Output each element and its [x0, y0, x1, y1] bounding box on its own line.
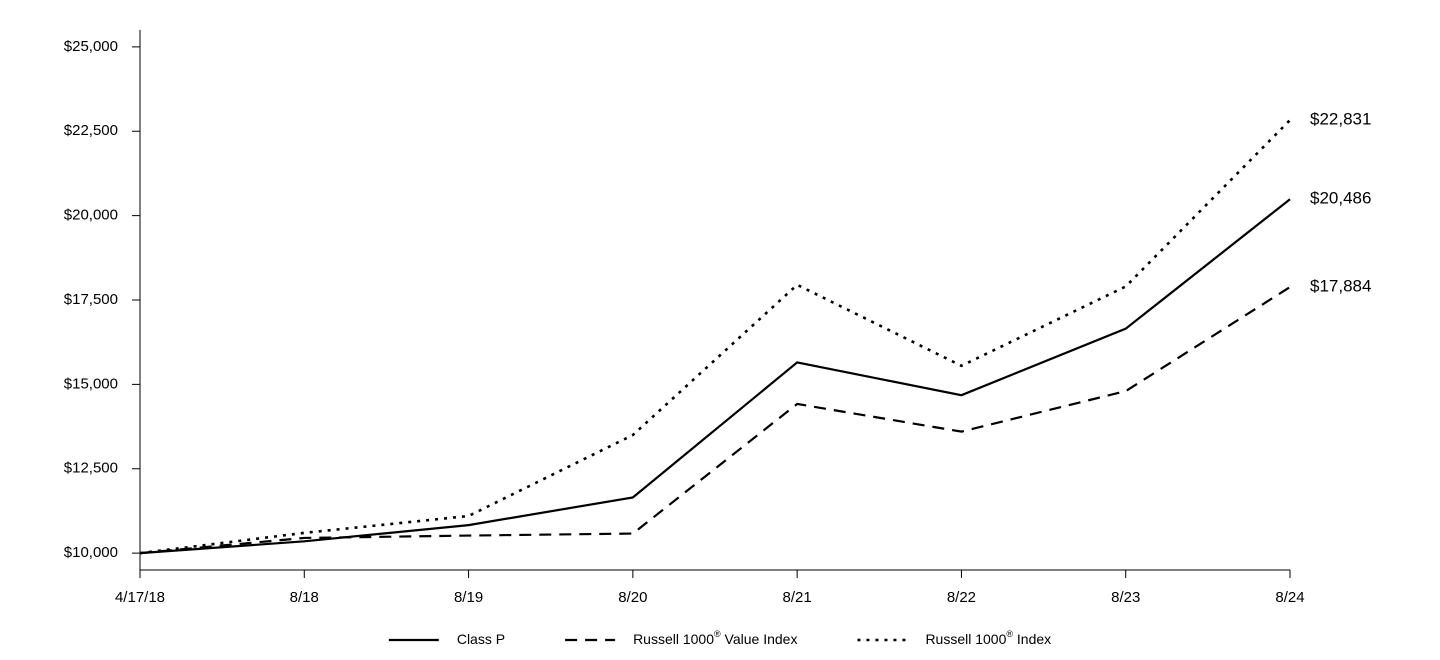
x-tick-label: 8/19	[454, 589, 483, 606]
legend-item-russell-value: Russell 1000® Value Index	[565, 629, 797, 646]
y-tick-label: $15,000	[64, 375, 118, 392]
legend-item-russell-index: Russell 1000® Index	[857, 629, 1051, 646]
legend-item-class-p: Class P	[389, 631, 505, 647]
x-tick-label: 4/17/18	[115, 589, 165, 606]
x-tick-label: 8/18	[290, 589, 319, 606]
y-tick-label: $20,000	[64, 207, 118, 224]
y-tick-label: $12,500	[64, 460, 118, 477]
legend-label-russell-index: Russell 1000® Index	[925, 629, 1051, 646]
y-tick-label: $17,500	[64, 291, 118, 308]
y-tick-label: $22,500	[64, 122, 118, 139]
x-tick-label: 8/22	[947, 589, 976, 606]
x-tick-label: 8/23	[1111, 589, 1140, 606]
x-tick-label: 8/24	[1275, 589, 1304, 606]
end-label-russell-index: $22,831	[1310, 110, 1371, 129]
x-tick-label: 8/21	[783, 589, 812, 606]
end-label-russell-value: $17,884	[1310, 277, 1371, 296]
chart-svg: $10,000 $12,500 $15,000 $17,500 $20,000 $22,5…	[0, 0, 1440, 660]
y-tick-label: $10,000	[64, 544, 118, 561]
growth-chart: $10,000 $12,500 $15,000 $17,500 $20,000 $22,5…	[0, 0, 1440, 660]
series-class-p	[140, 199, 1290, 553]
series-russell-index	[140, 120, 1290, 553]
series-russell-value	[140, 287, 1290, 553]
end-label-class-p: $20,486	[1310, 189, 1371, 208]
y-tick-label: $25,000	[64, 38, 118, 55]
legend: Class P Russell 1000® Value Index Russell …	[389, 629, 1051, 646]
x-tick-label: 8/20	[618, 589, 647, 606]
legend-label-russell-value: Russell 1000® Value Index	[633, 629, 797, 646]
legend-label-class-p: Class P	[457, 631, 505, 647]
